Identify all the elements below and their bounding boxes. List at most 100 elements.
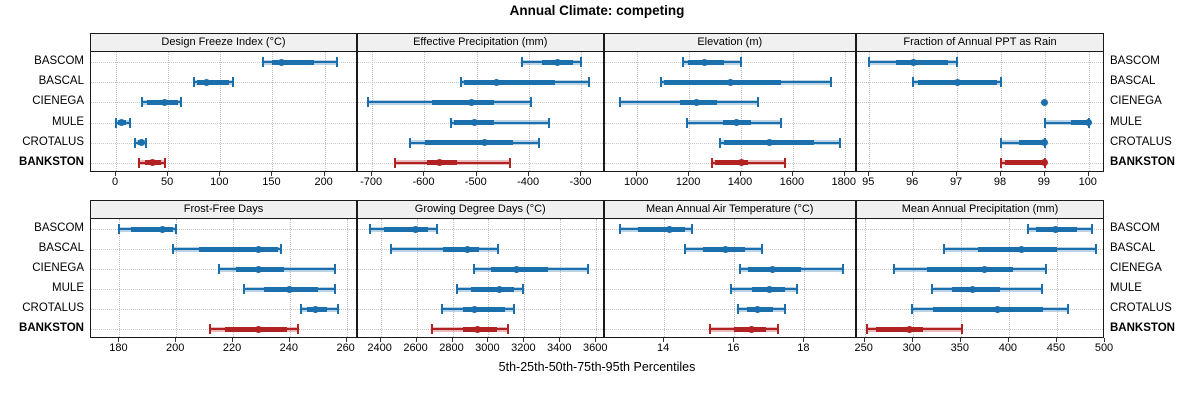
- axis-tick-label: 2400: [367, 342, 392, 354]
- chart-title: Annual Climate: competing: [509, 3, 685, 18]
- band-25-75: [431, 99, 495, 105]
- band-25-75: [198, 246, 279, 252]
- gridline-vertical: [116, 52, 118, 171]
- cap-95th: [757, 97, 760, 108]
- median-dot: [278, 58, 286, 66]
- band-5-95: [712, 160, 786, 166]
- gridline-vertical: [424, 52, 426, 171]
- median-dot: [496, 285, 504, 293]
- median-dot: [769, 265, 777, 273]
- cap-95th: [334, 284, 337, 294]
- cap-95th: [436, 224, 439, 234]
- cap-5th: [472, 264, 475, 274]
- median-dot: [255, 245, 263, 253]
- band-25-75: [197, 79, 229, 85]
- axis-tick: [323, 172, 325, 176]
- gridline-horizontal: [91, 102, 356, 104]
- cap-5th: [217, 264, 220, 274]
- site-label-right: BANKSTON: [1110, 155, 1175, 168]
- axis-tick-label: 250: [854, 342, 873, 354]
- x-axis-title: 5th-25th-50th-75th-95th Percentiles: [498, 360, 696, 374]
- cap-95th: [777, 324, 780, 334]
- axis-tick: [415, 338, 417, 342]
- axis-tick-label: 100: [1078, 176, 1097, 188]
- cap-95th: [999, 77, 1002, 88]
- site-label-left: MULE: [52, 282, 84, 294]
- gridline-vertical: [168, 52, 170, 171]
- panel-strip: Fraction of Annual PPT as Rain: [856, 33, 1104, 52]
- cap-95th: [691, 224, 694, 234]
- axis-tick-label: -600: [412, 176, 435, 188]
- panel-plot: [357, 51, 604, 172]
- band-25-75: [927, 266, 1013, 272]
- cap-5th: [681, 57, 684, 68]
- axis-tick: [523, 338, 525, 342]
- axis-tick: [580, 172, 582, 176]
- gridline-vertical: [416, 219, 418, 337]
- axis-tick: [791, 172, 793, 176]
- median-dot: [906, 325, 914, 333]
- axis-tick-label: 18: [797, 342, 810, 354]
- cap-5th: [708, 324, 711, 334]
- cap-95th: [336, 57, 339, 68]
- cap-95th: [128, 117, 131, 128]
- median-dot: [470, 305, 478, 313]
- cap-95th: [796, 284, 799, 294]
- band-25-75: [384, 226, 429, 232]
- gridline-vertical: [560, 219, 562, 337]
- gridline-horizontal: [91, 62, 356, 64]
- cap-95th: [587, 264, 590, 274]
- axis-tick-label: 2600: [403, 342, 428, 354]
- cap-5th: [868, 57, 871, 68]
- panel-strip-label: Mean Annual Air Temperature (°C): [646, 203, 814, 215]
- panel-strip-label: Frost-Free Days: [183, 203, 264, 215]
- cap-5th: [209, 324, 212, 334]
- cap-5th: [619, 224, 622, 234]
- gridline-vertical: [734, 219, 736, 337]
- whisker-5-95: [450, 121, 550, 124]
- gridline-vertical: [372, 52, 374, 171]
- axis-tick-label: 1600: [779, 176, 805, 188]
- axis-tick: [115, 172, 117, 176]
- median-dot: [137, 139, 145, 147]
- gridline-vertical: [529, 52, 531, 171]
- gridline-vertical: [1056, 219, 1058, 337]
- cap-5th: [1043, 117, 1046, 128]
- axis-tick-label: 16: [727, 342, 740, 354]
- band-25-75: [1018, 140, 1045, 146]
- axis-tick-label: 3400: [547, 342, 572, 354]
- median-dot: [436, 159, 444, 167]
- site-label-left: MULE: [52, 115, 84, 128]
- gridline-horizontal: [91, 289, 356, 290]
- axis-tick: [175, 338, 177, 342]
- cap-5th: [865, 324, 868, 334]
- axis-tick: [636, 172, 638, 176]
- gridline-horizontal: [857, 329, 1103, 330]
- axis-tick: [451, 338, 453, 342]
- gridline-vertical: [488, 219, 490, 337]
- axis-tick: [288, 338, 290, 342]
- median-dot: [721, 245, 729, 253]
- gridline-vertical: [912, 219, 914, 337]
- cap-5th: [684, 244, 687, 254]
- cap-95th: [548, 117, 551, 128]
- axis-tick-label: 350: [950, 342, 969, 354]
- gridline-vertical: [272, 52, 274, 171]
- cap-5th: [1027, 224, 1030, 234]
- cap-95th: [529, 97, 532, 108]
- site-label-right: MULE: [1110, 115, 1142, 128]
- band-25-75: [932, 306, 1044, 312]
- median-dot: [463, 245, 471, 253]
- gridline-vertical: [804, 219, 806, 337]
- cap-5th: [389, 244, 392, 254]
- median-dot: [1041, 139, 1049, 147]
- axis-tick: [912, 172, 914, 176]
- median-dot: [909, 58, 917, 66]
- cap-5th: [910, 304, 913, 314]
- axis-tick-label: 150: [262, 176, 281, 188]
- median-dot: [1041, 98, 1049, 106]
- median-dot: [981, 265, 989, 273]
- band-25-75: [715, 160, 749, 166]
- panel-strip: Growing Degree Days (°C): [357, 200, 604, 219]
